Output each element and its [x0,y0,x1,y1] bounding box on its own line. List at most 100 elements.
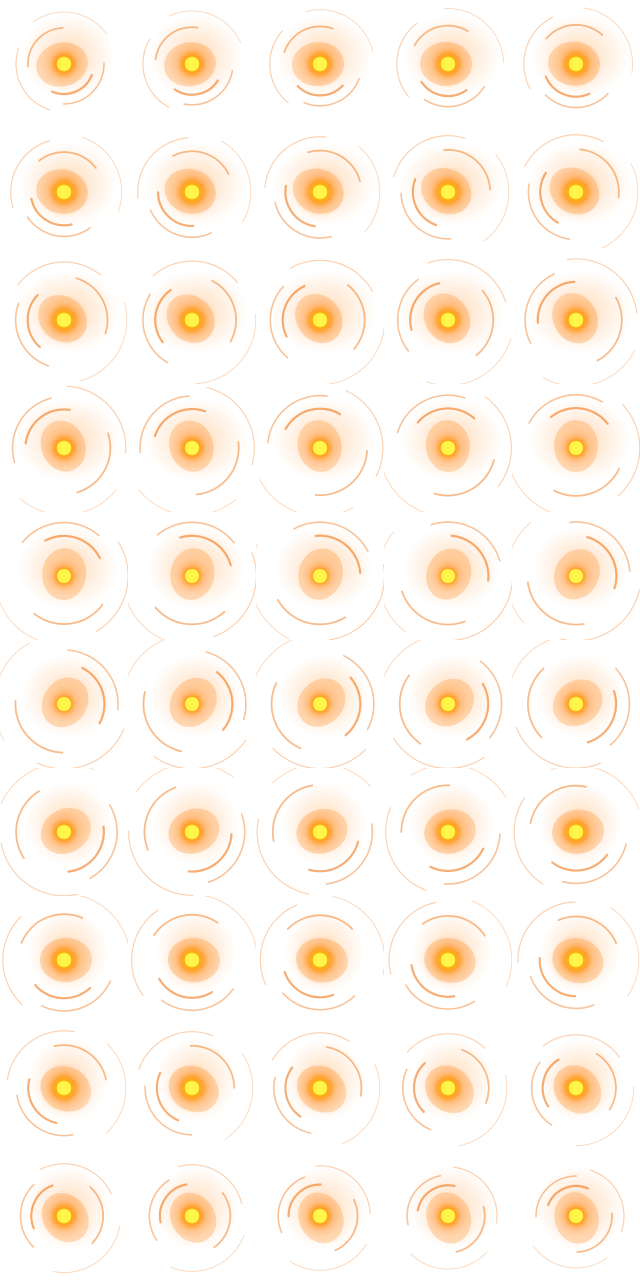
fire-center [569,1081,583,1095]
swirl-streaks [2,896,128,1012]
fire-center [313,569,327,583]
sprite-frame [512,768,640,896]
swirl-streaks [512,640,631,768]
sprite-frame [256,512,384,640]
fire-center [441,313,455,327]
fire-center [313,185,327,199]
fire-center [185,697,199,711]
fireball-sprite [512,394,640,512]
fire-center [185,825,199,839]
swirl-streaks [256,521,384,640]
swirl-streaks [128,521,256,640]
fire-center [569,1209,583,1223]
fireball-sprite [385,768,507,891]
fireball-sprite [388,900,512,1010]
sprite-frame [256,640,384,768]
swirl-streaks [130,896,256,1012]
fireball-sprite [256,640,375,768]
fireball-sprite [524,134,639,249]
fireball-sprite [138,386,255,512]
fireball-sprite [277,1165,371,1271]
swirl-streaks [10,136,123,238]
fire-center [313,697,327,711]
sprite-frame [128,384,256,512]
fire-center [57,697,71,711]
fire-center [441,1081,455,1095]
swirl-streaks [256,768,374,895]
fire-center [441,441,455,455]
swirl-streaks [513,768,640,885]
fireball-sprite [0,642,125,768]
swirl-streaks [264,136,381,239]
fireball-sprite [138,1031,254,1140]
fireball-sprite [142,260,256,384]
fireball-sprite [130,896,256,1012]
swirl-streaks [396,258,512,384]
fireball-sprite [384,521,512,640]
sprite-frame [512,128,640,256]
fire-center [569,185,583,199]
fireball-sprite [402,1033,508,1147]
swirl-streaks [277,1165,371,1271]
fireball-sprite [512,521,640,640]
sprite-frame [128,128,256,256]
swirl-streaks [11,385,127,512]
fireball-sprite [148,1164,245,1272]
fireball-sprite [11,385,127,512]
sprite-frame [128,896,256,1024]
sprite-frame [512,896,640,1024]
fireball-sprite [384,394,512,512]
fireball-sprite [14,261,128,382]
swirl-streaks [524,134,639,249]
sprite-frame [128,1152,256,1280]
swirl-streaks [385,768,507,891]
fire-center [185,57,199,71]
sprite-frame [0,256,128,384]
sprite-frame [384,1152,512,1280]
swirl-streaks [530,1034,635,1147]
sprite-frame [128,640,256,768]
sprite-frame [128,1024,256,1152]
fire-center [57,1209,71,1223]
sprite-frame [0,384,128,512]
fire-center [569,569,583,583]
fireball-sprite [384,640,503,768]
swirl-streaks [14,261,128,382]
fire-center [185,185,199,199]
swirl-streaks [137,137,252,238]
fireball-sprite [513,768,640,885]
swirl-streaks [406,1166,498,1270]
fireball-sprite [256,521,384,640]
sprite-frame [512,1024,640,1152]
fire-center [57,1081,71,1095]
fireball-sprite [10,136,123,238]
swirl-streaks [259,896,384,1011]
sprite-frame [384,0,512,128]
fireball-sprite [271,1032,381,1145]
sprite-frame [256,896,384,1024]
fire-center [441,697,455,711]
sprite-frame [256,768,384,896]
swirl-streaks [388,900,512,1010]
fire-center [441,57,455,71]
fireball-sprite [128,521,256,640]
sprite-frame [512,512,640,640]
fire-center [569,825,583,839]
sprite-frame [512,384,640,512]
sprite-frame [0,1152,128,1280]
swirl-streaks [0,768,118,896]
fireball-sprite [15,11,114,111]
swirl-streaks [532,1169,625,1269]
fire-center [185,1081,199,1095]
fireball-sprite [524,258,638,384]
sprite-frame [0,1024,128,1152]
swirl-streaks [384,394,512,512]
sprite-frame [384,128,512,256]
fireball-sprite [0,768,118,896]
sprite-frame [0,0,128,128]
sprite-frame [384,640,512,768]
fireball-sprite [393,135,510,242]
swirl-streaks [19,1163,121,1274]
swirl-streaks [384,521,512,640]
